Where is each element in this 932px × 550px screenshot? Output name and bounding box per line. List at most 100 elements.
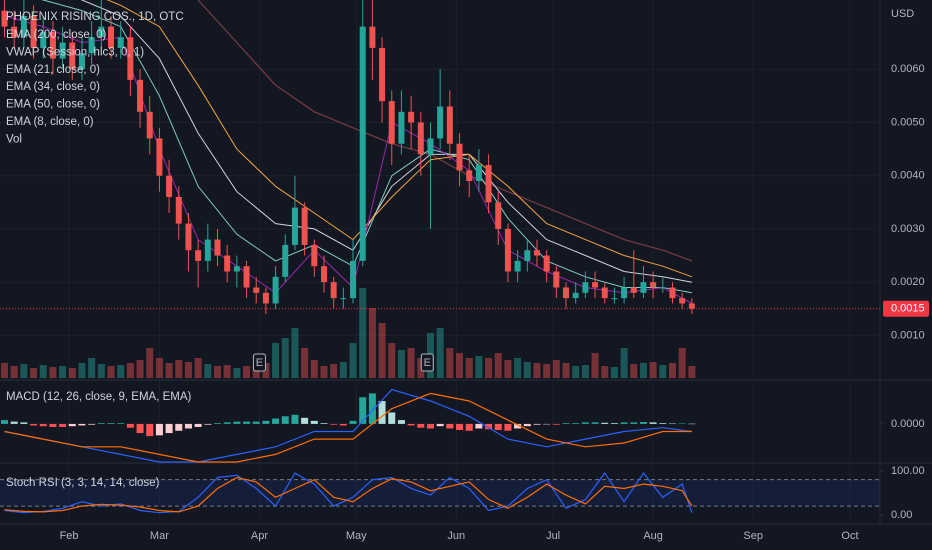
candle-body xyxy=(78,53,85,70)
x-tick-label: Sep xyxy=(743,530,763,542)
x-tick-label: Oct xyxy=(841,530,858,542)
legend-entry: EMA (8, close, 0) xyxy=(6,116,94,128)
macd-histogram-bar xyxy=(465,423,473,431)
volume-bar xyxy=(630,364,638,378)
macd-histogram-bar xyxy=(213,423,221,424)
volume-bar xyxy=(649,362,657,378)
macd-histogram-bar xyxy=(669,423,677,425)
volume-bar xyxy=(243,366,251,378)
legend-entry: VWAP (Session, hlc3, 0, 1) xyxy=(6,46,144,58)
candle-body xyxy=(11,26,18,38)
volume-bar xyxy=(49,367,57,378)
macd-histogram-bar xyxy=(475,423,483,429)
stoch-line xyxy=(4,476,693,513)
volume-bar xyxy=(97,364,105,378)
candle-body xyxy=(543,255,550,272)
candle-body xyxy=(650,282,657,288)
candle-body xyxy=(40,31,47,48)
candle-body xyxy=(175,196,182,224)
macd-histogram-bar xyxy=(68,423,76,427)
volume-bar xyxy=(504,360,512,378)
earnings-marker xyxy=(420,353,434,372)
macd-histogram-bar xyxy=(397,420,405,424)
macd-histogram-bar xyxy=(107,423,115,424)
volume-bar xyxy=(30,368,38,378)
macd-histogram-bar xyxy=(514,423,522,429)
macd-histogram-bar xyxy=(320,423,328,424)
volume-bar xyxy=(136,360,144,378)
last-price-label: 0.0015 xyxy=(891,303,925,315)
candle-body xyxy=(146,111,153,139)
candle-body xyxy=(253,287,260,293)
y-tick-label: 0.0040 xyxy=(891,170,925,182)
macd-histogram-bar xyxy=(649,422,657,424)
macd-histogram-bar xyxy=(194,423,202,427)
earnings-label: E xyxy=(256,357,263,369)
macd-histogram-bar xyxy=(639,422,647,424)
x-tick-label: Aug xyxy=(643,530,663,542)
candle-body xyxy=(88,37,95,54)
macd-histogram-bar xyxy=(243,421,251,424)
candle-body xyxy=(262,292,269,304)
volume-bar xyxy=(688,366,696,378)
volume-bar xyxy=(407,348,415,378)
candle-body xyxy=(417,122,424,155)
candle-body xyxy=(291,207,298,245)
volume-bar xyxy=(320,366,328,378)
y-tick-label: 0.0030 xyxy=(891,223,925,235)
macd-histogram-bar xyxy=(262,420,270,424)
candle-body xyxy=(475,165,482,182)
volume-bar xyxy=(184,362,192,378)
y-tick-label: 0.0020 xyxy=(891,276,925,288)
volume-bar xyxy=(310,360,318,378)
volume-bar xyxy=(165,363,173,378)
candle-body xyxy=(311,244,318,267)
candle-body xyxy=(117,37,124,48)
candle-body xyxy=(659,287,666,289)
macd-histogram-bar xyxy=(97,423,105,424)
candle-body xyxy=(301,207,308,245)
y-tick-label: 0.0010 xyxy=(891,329,925,341)
volume-bar xyxy=(562,363,570,378)
volume-bar xyxy=(572,366,580,378)
macd-histogram-bar xyxy=(20,422,28,424)
candle-body xyxy=(185,223,192,251)
candle-body xyxy=(427,138,434,155)
candle-body xyxy=(320,266,327,283)
candle-body xyxy=(243,266,250,288)
volume-bar xyxy=(378,323,386,378)
macd-histogram-bar xyxy=(426,423,434,429)
macd-histogram-bar xyxy=(630,422,638,424)
volume-bar xyxy=(233,368,241,378)
candle-body xyxy=(30,15,37,48)
candle-body xyxy=(408,111,415,123)
band-fill xyxy=(0,479,880,507)
volume-bar xyxy=(533,363,541,378)
macd-histogram-bar xyxy=(436,423,444,427)
candle-body xyxy=(350,260,357,299)
macd-histogram-bar xyxy=(223,422,231,424)
macd-histogram-bar xyxy=(407,423,415,426)
legend-entry: EMA (50, close, 0) xyxy=(6,99,100,111)
volume-bar xyxy=(581,365,589,378)
volume-bar xyxy=(39,365,47,378)
macd-histogram-bar xyxy=(1,420,9,424)
candle-body xyxy=(533,250,540,256)
volume-bar xyxy=(213,366,221,378)
candle-body xyxy=(359,26,366,261)
macd-line xyxy=(4,392,692,463)
x-tick-label: May xyxy=(346,530,367,542)
volume-bar xyxy=(475,356,483,378)
macd-histogram-bar xyxy=(272,418,280,424)
volume-bar xyxy=(620,348,628,378)
candle-body xyxy=(388,101,395,144)
y-tick-label: 0.0050 xyxy=(891,116,925,128)
volume-bar xyxy=(669,363,677,378)
macd-histogram-bar xyxy=(485,423,493,430)
candle-body xyxy=(272,276,279,304)
candle-body xyxy=(156,138,163,176)
macd-histogram-bar xyxy=(359,397,367,424)
macd-histogram-bar xyxy=(291,414,299,424)
candle-body xyxy=(495,202,502,229)
